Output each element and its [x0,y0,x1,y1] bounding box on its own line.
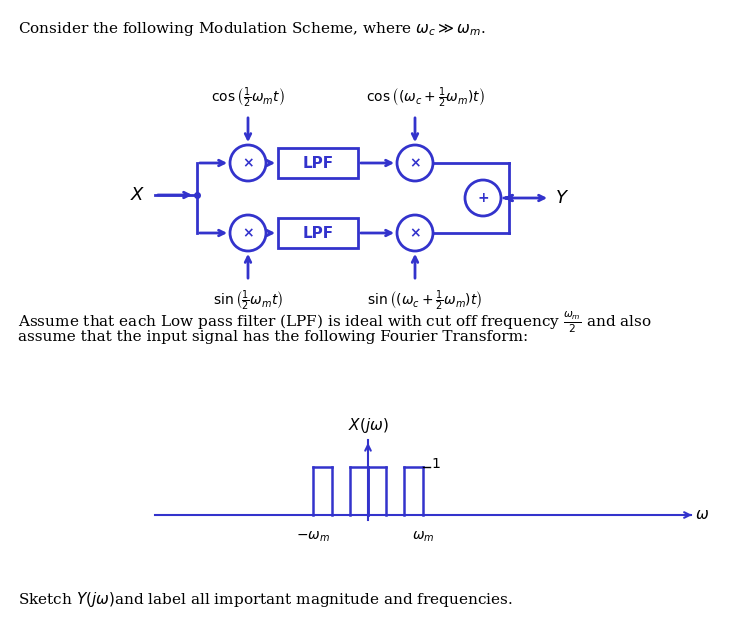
Text: $X$: $X$ [130,186,145,204]
FancyBboxPatch shape [278,218,358,248]
FancyBboxPatch shape [278,148,358,178]
Text: LPF: LPF [302,225,334,241]
Text: $\sin\left(\frac{1}{2}\omega_m t\right)$: $\sin\left(\frac{1}{2}\omega_m t\right)$ [213,289,283,313]
Text: ×: × [409,226,421,240]
Text: +: + [477,191,489,205]
Text: $X(j\omega)$: $X(j\omega)$ [348,416,388,435]
Text: $\omega$: $\omega$ [695,508,709,522]
Text: Sketch $Y(j\omega)$and label all important magnitude and frequencies.: Sketch $Y(j\omega)$and label all importa… [18,590,513,609]
Text: $\sin\left((\omega_c+\frac{1}{2}\omega_m)t\right)$: $\sin\left((\omega_c+\frac{1}{2}\omega_m… [367,289,483,313]
Text: ×: × [409,156,421,170]
Text: $\cos\left((\omega_c+\frac{1}{2}\omega_m)t\right)$: $\cos\left((\omega_c+\frac{1}{2}\omega_m… [366,85,484,110]
Text: assume that the input signal has the following Fourier Transform:: assume that the input signal has the fol… [18,330,528,344]
Text: $Y$: $Y$ [555,189,569,207]
Text: $1$: $1$ [431,457,441,471]
Text: LPF: LPF [302,156,334,170]
Text: ×: × [242,156,254,170]
Text: Consider the following Modulation Scheme, where $\omega_c \gg \omega_m$.: Consider the following Modulation Scheme… [18,20,486,38]
Text: $\omega_m$: $\omega_m$ [412,530,434,544]
Text: $\cos\left(\frac{1}{2}\omega_m t\right)$: $\cos\left(\frac{1}{2}\omega_m t\right)$ [212,85,284,110]
Text: $-\omega_m$: $-\omega_m$ [296,530,330,544]
Text: ×: × [242,226,254,240]
Text: Assume that each Low pass filter (LPF) is ideal with cut off frequency $\frac{\o: Assume that each Low pass filter (LPF) i… [18,310,652,335]
